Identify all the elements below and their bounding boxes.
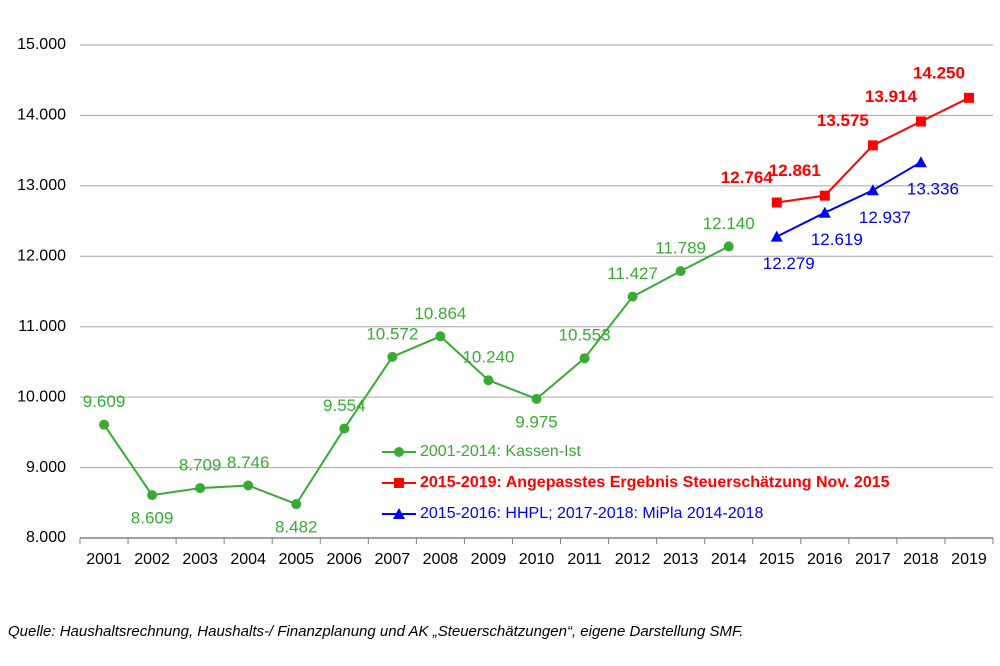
- source-note: Quelle: Haushaltsrechnung, Haushalts-/ F…: [8, 623, 743, 640]
- series-line: [776, 161, 922, 238]
- x-tick-label: 2003: [182, 551, 218, 568]
- x-tick-label: 2017: [855, 551, 891, 568]
- point: [394, 478, 404, 488]
- data-label: 12.861: [769, 161, 821, 180]
- point: [394, 447, 404, 457]
- point: [393, 508, 405, 519]
- x-tick-label: 2012: [615, 551, 651, 568]
- data-label: 9.609: [83, 392, 126, 411]
- point: [914, 156, 927, 168]
- point: [963, 92, 974, 103]
- data-label: 12.279: [763, 254, 815, 273]
- point: [243, 480, 254, 491]
- x-tick-label: 2010: [519, 551, 555, 568]
- legend-label: 2015-2016: HHPL; 2017-2018: MiPla 2014-2…: [420, 505, 763, 522]
- x-tick-label: 2011: [567, 551, 602, 568]
- y-tick-label: 12.000: [17, 248, 66, 265]
- legend-label: 2001-2014: Kassen-Ist: [420, 443, 582, 460]
- data-label: 13.575: [817, 111, 869, 130]
- y-tick-label: 14.000: [17, 107, 66, 124]
- x-tick-label: 2009: [471, 551, 507, 568]
- y-tick-label: 8.000: [26, 529, 66, 546]
- x-tick-label: 2019: [951, 551, 987, 568]
- point: [819, 190, 830, 201]
- data-label: 10.572: [366, 324, 418, 343]
- point: [771, 197, 782, 208]
- x-tick-label: 2007: [375, 551, 411, 568]
- data-label: 12.764: [721, 168, 774, 187]
- data-label: 10.553: [559, 326, 611, 345]
- data-label: 10.864: [414, 304, 466, 323]
- point: [818, 206, 831, 218]
- point: [339, 423, 350, 434]
- data-label: 14.250: [913, 63, 965, 82]
- y-tick-label: 10.000: [17, 388, 66, 405]
- data-label: 8.709: [179, 456, 222, 475]
- x-tick-label: 2008: [423, 551, 459, 568]
- point: [531, 393, 542, 404]
- data-label: 13.336: [907, 180, 959, 199]
- x-tick-label: 2001: [86, 551, 122, 568]
- data-label: 9.554: [323, 396, 366, 415]
- point: [435, 331, 446, 342]
- x-tick-label: 2015: [759, 551, 795, 568]
- point: [770, 230, 783, 242]
- data-label: 8.746: [227, 453, 270, 472]
- point: [867, 140, 878, 151]
- series-line: [103, 245, 730, 506]
- data-label: 8.609: [131, 509, 174, 528]
- y-tick-label: 11.000: [18, 318, 66, 335]
- data-label: 10.240: [462, 348, 514, 367]
- data-label: 12.619: [811, 230, 863, 249]
- y-tick-label: 15.000: [17, 36, 66, 53]
- data-label: 12.937: [859, 208, 911, 227]
- x-tick-label: 2002: [134, 551, 170, 568]
- point: [387, 351, 398, 362]
- data-label: 11.427: [607, 264, 658, 283]
- x-tick-label: 2005: [278, 551, 314, 568]
- x-tick-label: 2016: [807, 551, 843, 568]
- y-tick-label: 13.000: [17, 177, 66, 194]
- point: [99, 419, 110, 430]
- legend-label: 2015-2019: Angepasstes Ergebnis Steuersc…: [420, 474, 890, 491]
- point: [483, 375, 494, 386]
- point: [195, 483, 206, 494]
- point: [723, 241, 734, 252]
- point: [675, 266, 686, 277]
- point: [627, 291, 638, 302]
- data-label: 13.914: [865, 87, 918, 106]
- x-tick-label: 2013: [663, 551, 699, 568]
- point: [915, 116, 926, 127]
- x-tick-label: 2006: [326, 551, 362, 568]
- point: [291, 499, 302, 510]
- point: [579, 353, 590, 364]
- x-tick-label: 2018: [903, 551, 939, 568]
- x-tick-label: 2004: [230, 551, 266, 568]
- point: [147, 490, 158, 501]
- data-label: 11.789: [655, 239, 706, 258]
- point: [866, 184, 879, 196]
- data-label: 9.975: [515, 412, 558, 431]
- x-tick-label: 2014: [711, 551, 747, 568]
- data-label: 12.140: [703, 214, 755, 233]
- y-tick-label: 9.000: [26, 459, 66, 476]
- data-label: 8.482: [275, 518, 318, 537]
